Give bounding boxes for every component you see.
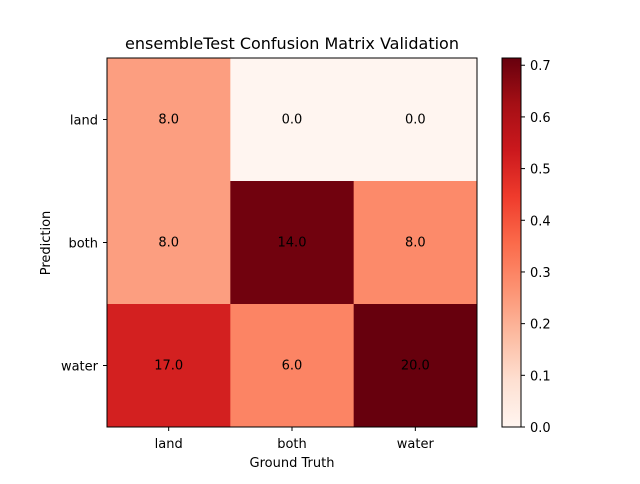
cell-value-label: 8.0 [405,236,426,251]
heatmap-cell [230,58,355,182]
x-tick-label: land [155,437,183,452]
heatmap-cell [107,304,231,428]
colorbar-tick-label: 0.1 [530,369,551,384]
heatmap-cell [230,304,355,428]
heatmap-cell [353,58,478,182]
cell-value-label: 0.0 [405,113,426,128]
y-axis-label: Prediction [39,211,54,276]
heatmap-cell [107,181,231,305]
colorbar-tick-label: 0.3 [530,266,551,281]
chart-title: ensembleTest Confusion Matrix Validation [125,34,459,53]
cell-value-label: 8.0 [158,113,179,128]
heatmap-cell [107,58,231,182]
colorbar-tick-label: 0.5 [530,163,551,178]
x-tick-label: water [397,437,435,452]
heatmap-cell [353,181,478,305]
heatmap-cells: 8.0 0.0 0.0 8.0 14.0 8.0 17.0 6.0 20.0 [107,58,478,428]
x-tick-label: both [277,437,307,452]
colorbar-tick-label: 0.4 [530,214,551,229]
y-tick-label: land [70,114,98,129]
colorbar-tick-label: 0.7 [530,59,551,74]
y-axis-ticks: land both water [61,114,107,375]
x-axis-ticks: land both water [155,427,435,452]
x-axis-label: Ground Truth [250,456,335,471]
colorbar-ticks: 0.0 0.1 0.2 0.3 0.4 0.5 0.6 0.7 [521,59,551,436]
colorbar [501,57,522,428]
cell-value-label: 20.0 [401,359,430,374]
y-tick-label: both [68,237,98,252]
heatmap-cell [230,181,355,305]
cell-value-label: 17.0 [154,359,183,374]
heatmap-cell [353,304,478,428]
colorbar-tick-label: 0.2 [530,318,551,333]
cell-value-label: 8.0 [158,236,179,251]
colorbar-tick-label: 0.6 [530,111,551,126]
y-tick-label: water [61,360,99,375]
colorbar-tick-label: 0.0 [530,421,551,436]
cell-value-label: 14.0 [278,236,307,251]
cell-value-label: 0.0 [282,113,303,128]
cell-value-label: 6.0 [282,359,303,374]
plot-frame [106,57,478,428]
